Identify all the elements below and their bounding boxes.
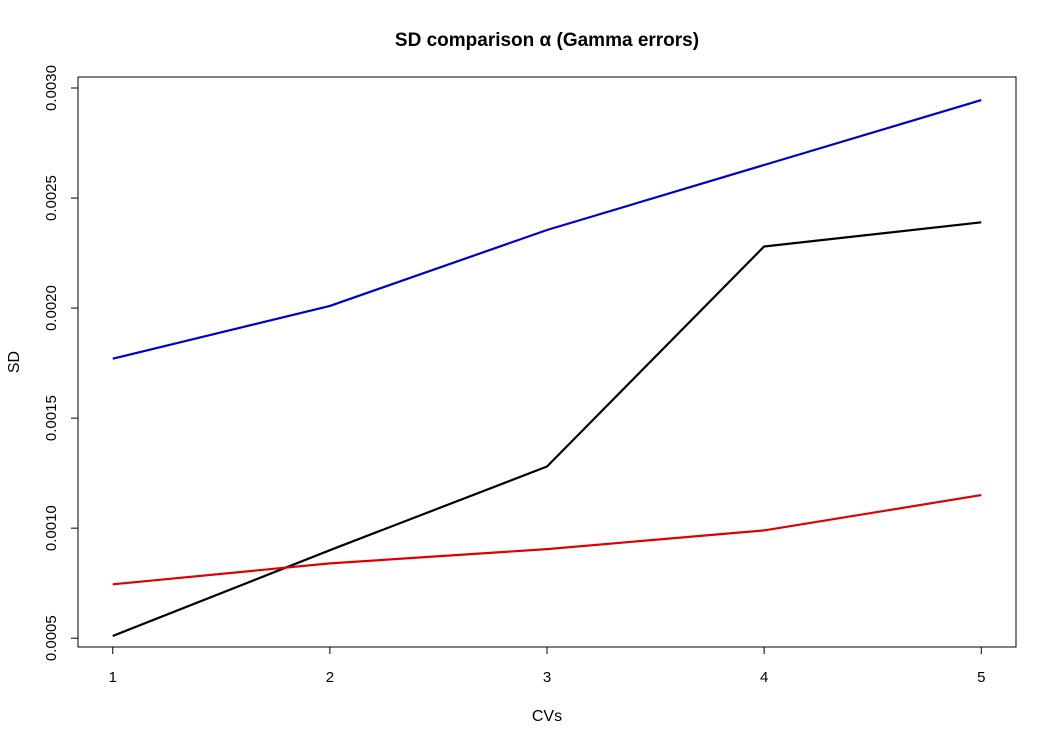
y-tick-label: 0.0025 [43,175,60,221]
x-tick-label: 3 [543,669,551,686]
plot-frame [77,76,1017,648]
series-line-2 [112,221,982,638]
x-axis-label: CVs [532,708,562,725]
y-tick-label: 0.0010 [43,505,60,551]
y-axis-label: SD [6,351,23,373]
series-layer [112,99,982,638]
x-tick-label: 5 [977,669,985,686]
x-axis: 1 2 3 4 5 [109,646,985,686]
y-tick-label: 0.0030 [43,65,60,111]
x-tick-label: 2 [326,669,334,686]
x-tick-label: 4 [760,669,768,686]
y-tick-label: 0.0020 [43,285,60,331]
series-line-3 [112,494,982,586]
y-tick-label: 0.0015 [43,395,60,441]
series-line-1 [112,99,982,360]
x-tick-label: 1 [109,669,117,686]
y-tick-label: 0.0005 [43,615,60,661]
chart-title: SD comparison α (Gamma errors) [395,30,699,51]
y-axis: 0.0005 0.0010 0.0015 0.0020 0.0025 0.0030 [43,65,79,661]
